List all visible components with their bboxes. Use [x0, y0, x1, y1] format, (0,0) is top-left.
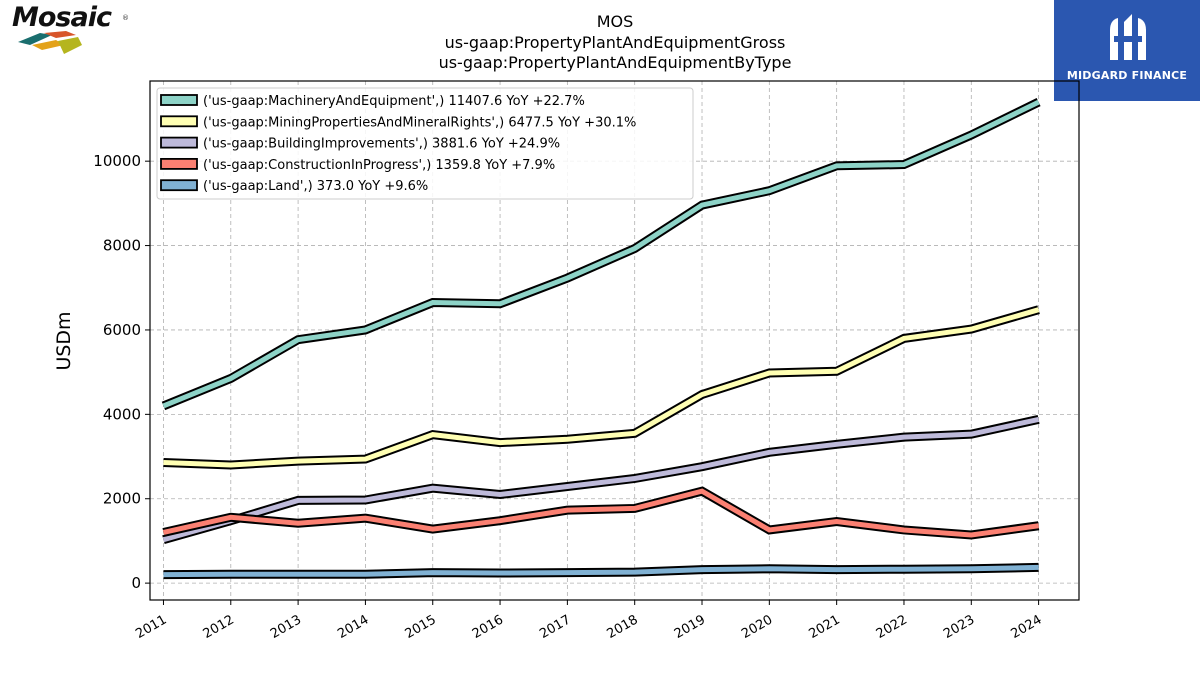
- legend-box: [156, 87, 694, 200]
- series-line-1: [163, 307, 1040, 468]
- midgard-finance-logo: MIDGARD FINANCE: [1054, 0, 1200, 101]
- x-tick-label: 2015: [403, 612, 439, 642]
- chart-title-line2: us-gaap:PropertyPlantAndEquipmentGross: [445, 33, 786, 52]
- x-tick-label: 2016: [470, 612, 506, 642]
- series-line-4: [163, 564, 1039, 578]
- x-tick-label: 2011: [133, 612, 169, 642]
- x-tick-label: 2022: [874, 612, 910, 642]
- mosaic-logo: Mosaic ®: [4, 2, 129, 62]
- legend-label-0: ('us-gaap:MachineryAndEquipment',) 11407…: [203, 94, 585, 109]
- legend-swatch-3: [160, 157, 198, 170]
- x-tick-label: 2013: [268, 612, 304, 642]
- x-tick-label: 2017: [537, 612, 573, 642]
- y-tick-label: 6000: [103, 321, 141, 339]
- x-tick-label: 2019: [672, 612, 708, 642]
- legend-label-1: ('us-gaap:MiningPropertiesAndMineralRigh…: [203, 115, 636, 130]
- x-tick-label: 2024: [1008, 612, 1044, 642]
- legend-label-3: ('us-gaap:ConstructionInProgress',) 1359…: [203, 158, 555, 173]
- midgard-finance-label: MIDGARD FINANCE: [1066, 69, 1188, 82]
- midgard-finance-emblem-icon: [1110, 14, 1146, 60]
- legend-label-4: ('us-gaap:Land',) 373.0 YoY +9.6%: [203, 179, 428, 194]
- legend-swatch-4: [160, 179, 198, 192]
- y-tick-label: 8000: [103, 237, 141, 255]
- legend-swatch-2: [160, 136, 198, 149]
- series-line-0: [162, 99, 1040, 409]
- y-axis-label: USDm: [53, 311, 75, 370]
- x-tick-label: 2018: [605, 612, 641, 642]
- x-tick-label: 2021: [806, 612, 842, 642]
- legend: ('us-gaap:MachineryAndEquipment',) 11407…: [156, 87, 694, 200]
- y-tick-label: 4000: [103, 405, 141, 423]
- legend-swatch-1: [160, 115, 198, 128]
- chart-title-ticker: MOS: [597, 12, 634, 31]
- series-line-2: [162, 416, 1040, 543]
- x-tick-label: 2020: [739, 612, 775, 642]
- legend-swatch-0: [160, 94, 198, 106]
- y-tick-label: 2000: [103, 490, 141, 508]
- series-outline-1: [163, 305, 1040, 470]
- mosaic-logo-text: Mosaic: [12, 2, 112, 33]
- mosaic-logo-tiles-icon: [18, 31, 82, 54]
- mosaic-logo-reg-mark: ®: [122, 14, 129, 22]
- x-tick-label: 2014: [335, 612, 371, 642]
- y-tick-label: 0: [131, 574, 141, 592]
- legend-label-2: ('us-gaap:BuildingImprovements',) 3881.6…: [203, 137, 560, 152]
- x-tick-label: 2023: [941, 612, 977, 642]
- chart-title-line3: us-gaap:PropertyPlantAndEquipmentByType: [439, 53, 792, 72]
- plot-frame: [149, 80, 1080, 601]
- x-tick-label: 2012: [201, 612, 237, 642]
- series-layer: [161, 98, 1041, 580]
- series-line-3: [162, 488, 1039, 538]
- y-tick-label: 10000: [93, 152, 141, 170]
